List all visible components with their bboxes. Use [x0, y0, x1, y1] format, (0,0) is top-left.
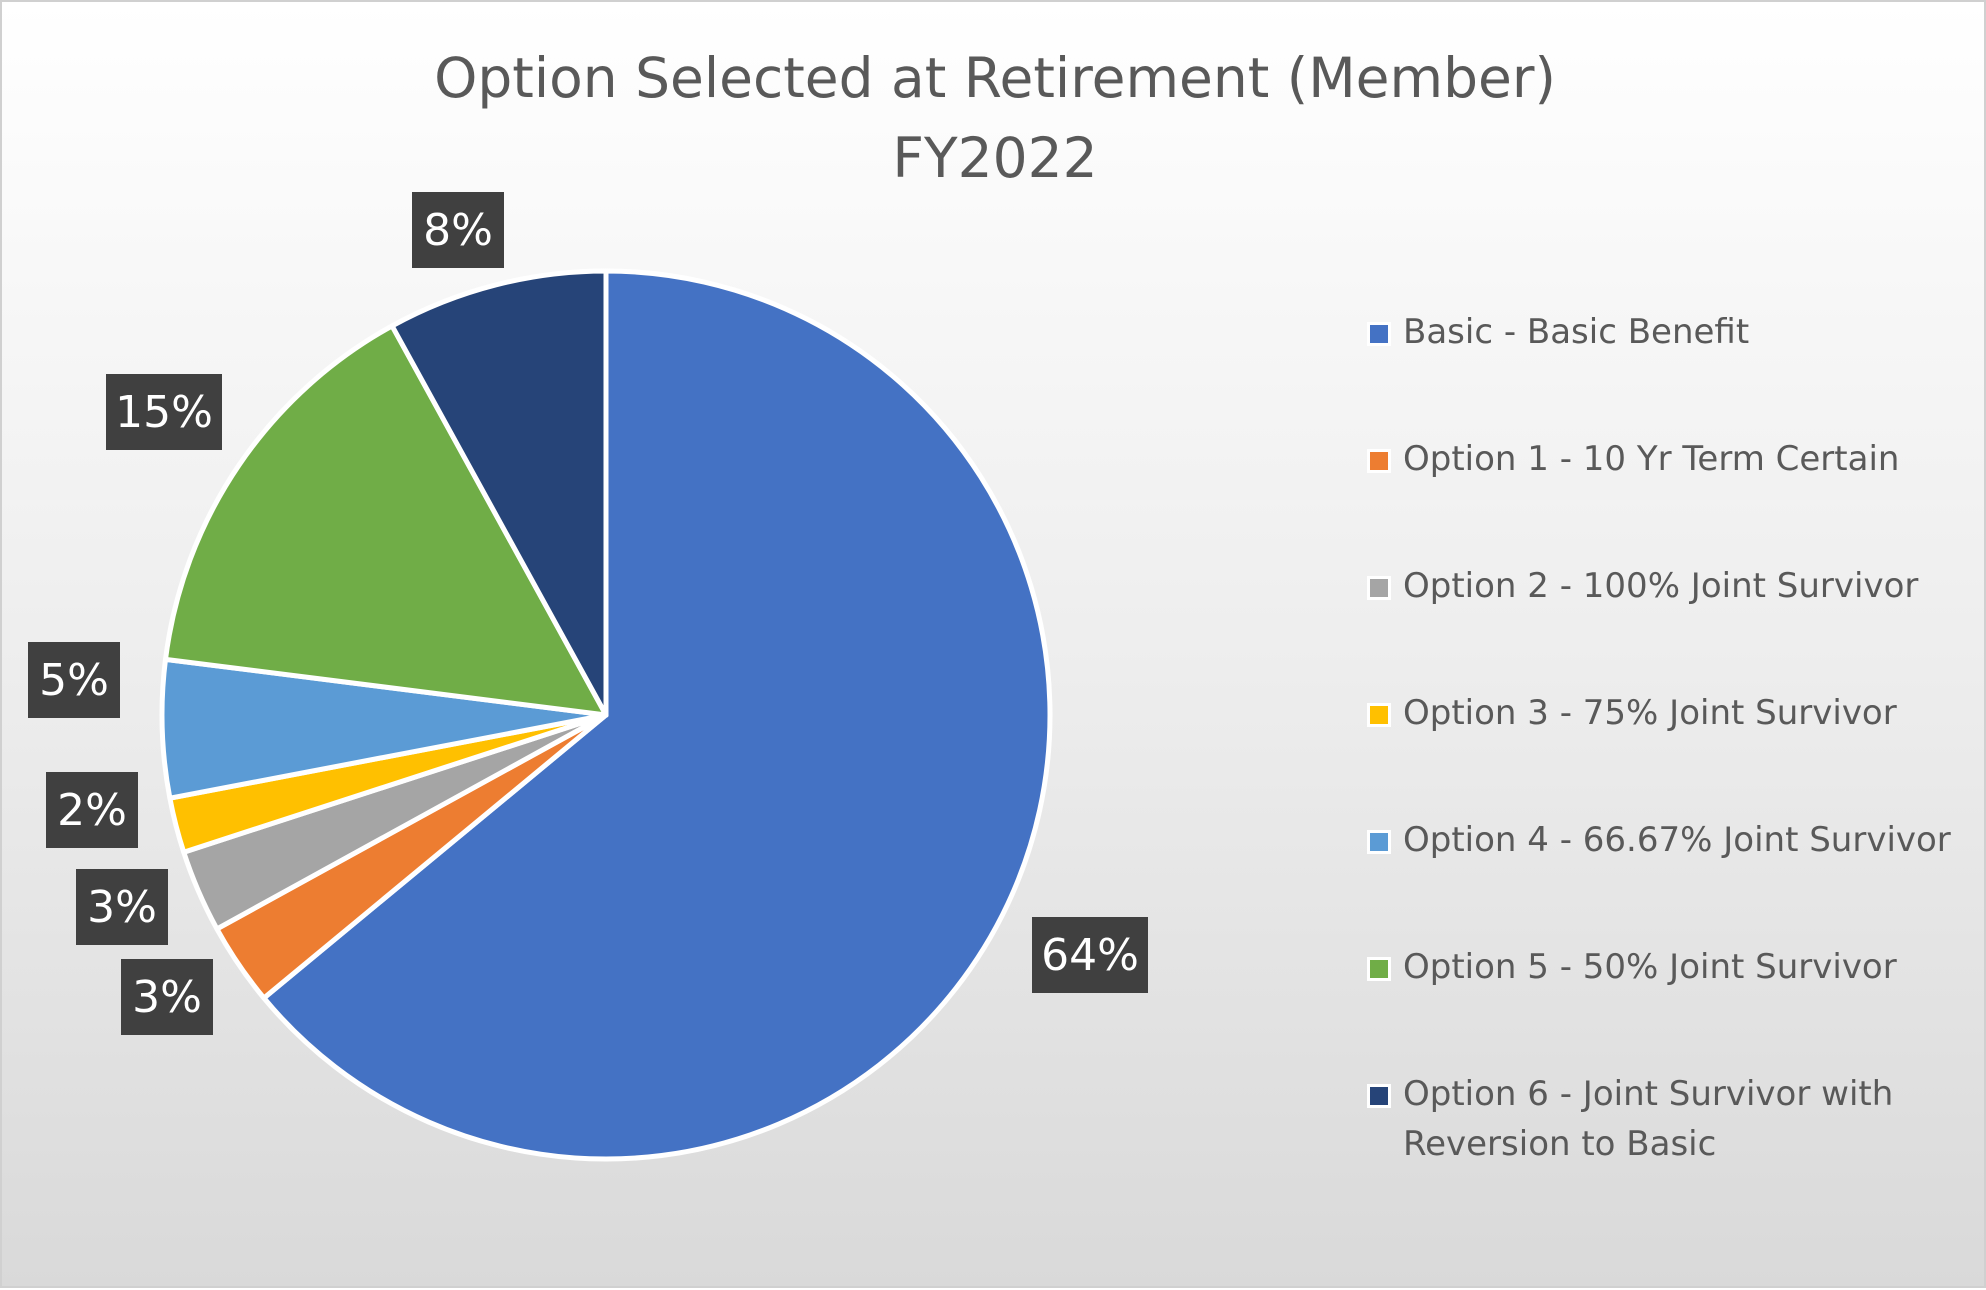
data-label-box [76, 869, 168, 945]
legend-label: Option 6 - Joint Survivor with Reversion… [1403, 1074, 1894, 1164]
data-label-box [121, 959, 213, 1035]
pie-slice-7 [389, 268, 609, 718]
data-label-4: 2% [46, 772, 138, 848]
data-label-text: 3% [132, 972, 202, 1023]
pie-slice-6 [163, 323, 609, 718]
legend-swatch [1367, 1084, 1391, 1108]
data-label-text: 5% [39, 655, 109, 706]
data-label-box [28, 642, 120, 718]
legend-label: Option 4 - 66.67% Joint Survivor [1403, 820, 1951, 860]
data-label-6: 15% [106, 374, 222, 450]
chart-title-line-2: FY2022 [892, 126, 1098, 190]
data-label-text: 8% [423, 205, 493, 256]
legend: Basic - Basic Benefit Option 1 - 10 Yr Te… [1367, 307, 1967, 1246]
data-label-text: 2% [57, 785, 127, 836]
data-label-3: 3% [76, 869, 168, 945]
data-label-text: 3% [87, 882, 157, 933]
legend-swatch [1367, 322, 1391, 346]
legend-label: Option 5 - 50% Joint Survivor [1403, 947, 1897, 987]
data-label-7: 8% [412, 192, 504, 268]
chart-title: Option Selected at Retirement (Member) F… [2, 38, 1986, 198]
chart-title-line-1: Option Selected at Retirement (Member) [434, 46, 1556, 110]
data-label-box [46, 772, 138, 848]
legend-swatch [1367, 576, 1391, 600]
data-label-2: 3% [121, 959, 213, 1035]
data-label-1: 64% [1032, 917, 1148, 993]
legend-item-1: Basic - Basic Benefit [1367, 307, 1967, 357]
data-label-box [106, 374, 222, 450]
legend-item-5: Option 4 - 66.67% Joint Survivor [1367, 815, 1967, 865]
pie-slice-1 [261, 268, 1053, 1162]
legend-item-4: Option 3 - 75% Joint Survivor [1367, 688, 1967, 738]
data-label-text: 15% [115, 387, 213, 438]
legend-label: Option 1 - 10 Yr Term Certain [1403, 439, 1900, 479]
data-label-box [1032, 917, 1148, 993]
legend-item-3: Option 2 - 100% Joint Survivor [1367, 561, 1967, 611]
legend-swatch [1367, 957, 1391, 981]
data-label-text: 64% [1041, 930, 1139, 981]
legend-item-2: Option 1 - 10 Yr Term Certain [1367, 434, 1967, 484]
legend-label: Option 3 - 75% Joint Survivor [1403, 693, 1897, 733]
legend-item-7: Option 6 - Joint Survivor with Reversion… [1367, 1069, 1967, 1169]
data-label-box [412, 192, 504, 268]
legend-label: Basic - Basic Benefit [1403, 312, 1750, 352]
legend-label: Option 2 - 100% Joint Survivor [1403, 566, 1919, 606]
data-label-5: 5% [28, 642, 120, 718]
legend-swatch [1367, 703, 1391, 727]
legend-swatch [1367, 830, 1391, 854]
legend-swatch [1367, 449, 1391, 473]
legend-item-6: Option 5 - 50% Joint Survivor [1367, 942, 1967, 992]
